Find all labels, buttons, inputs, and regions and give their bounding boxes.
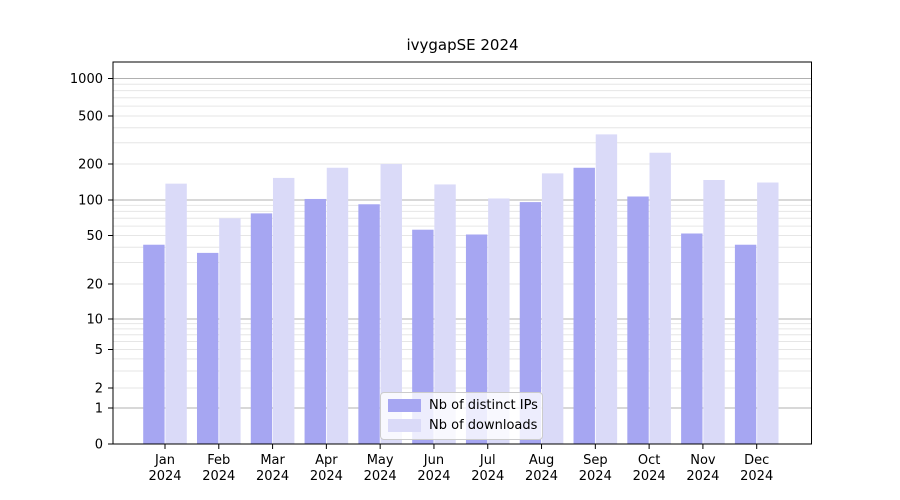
x-tick-label-year: 2024	[471, 469, 504, 484]
x-tick-label-year: 2024	[525, 469, 558, 484]
bar-downloads-jan	[165, 183, 187, 445]
chart-title: ivygapSE 2024	[406, 36, 519, 54]
axes-spines	[112, 61, 812, 445]
x-tick-label-year: 2024	[579, 469, 612, 484]
y-tick-label: 200	[78, 158, 103, 173]
legend-item-distinct-ips: Nb of distinct IPs	[388, 397, 538, 414]
x-tick-label-month: Jul	[479, 453, 496, 468]
x-tick-label-year: 2024	[148, 469, 181, 484]
bar-downloads-jul	[488, 198, 510, 444]
x-tick-label-month: Nov	[690, 453, 716, 468]
bar-downloads-may	[380, 164, 402, 444]
bar-distinct-ips-mar	[250, 213, 273, 444]
x-tick-label-month: Aug	[529, 453, 554, 468]
bar-distinct-ips-jun	[412, 229, 434, 444]
y-tick-label: 0	[95, 438, 103, 453]
bar-distinct-ips-aug	[519, 202, 542, 444]
legend-label-downloads: Nb of downloads	[429, 418, 538, 433]
y-tick-label: 5	[95, 343, 103, 358]
y-tick-label: 50	[86, 229, 103, 244]
x-tick-label-year: 2024	[310, 469, 343, 484]
bar-distinct-ips-nov	[681, 233, 703, 444]
bar-downloads-jun	[434, 184, 456, 445]
legend-swatch-downloads	[388, 419, 421, 432]
bar-distinct-ips-sep	[573, 167, 595, 444]
x-tick-label-month: Dec	[744, 453, 769, 468]
x-tick-label-year: 2024	[417, 469, 450, 484]
y-tick-label: 1	[95, 402, 103, 417]
legend-swatch-distinct-ips	[388, 399, 421, 412]
x-tick-label-year: 2024	[740, 469, 773, 484]
bar-downloads-feb	[219, 218, 241, 444]
bar-distinct-ips-apr	[304, 198, 326, 444]
bar-downloads-sep	[595, 134, 618, 444]
bar-distinct-ips-oct	[627, 196, 649, 444]
bar-distinct-ips-jul	[465, 234, 488, 444]
x-tick-label-month: May	[367, 453, 394, 468]
x-tick-label-month: Jun	[423, 453, 444, 468]
bar-downloads-oct	[649, 152, 671, 444]
legend-label-distinct-ips: Nb of distinct IPs	[429, 398, 538, 413]
bar-downloads-apr	[326, 167, 349, 444]
bar-downloads-nov	[703, 179, 725, 445]
y-tick-label: 2	[95, 382, 103, 397]
y-tick-label: 10	[86, 313, 103, 328]
x-tick-label-year: 2024	[202, 469, 235, 484]
x-tick-label-year: 2024	[256, 469, 289, 484]
bar-downloads-mar	[272, 177, 295, 445]
bar-distinct-ips-jan	[143, 244, 165, 444]
y-tick-label: 100	[78, 194, 103, 209]
bar-distinct-ips-may	[358, 204, 380, 444]
x-tick-label-month: Mar	[260, 453, 285, 468]
x-tick-label-month: Jan	[154, 453, 175, 468]
bar-downloads-aug	[541, 173, 564, 444]
y-tick-label: 500	[78, 110, 103, 125]
x-tick-label-month: Feb	[207, 453, 230, 468]
x-tick-label-month: Sep	[583, 453, 608, 468]
bar-distinct-ips-dec	[734, 244, 757, 444]
x-tick-label-month: Apr	[315, 453, 338, 468]
x-tick-label-year: 2024	[364, 469, 397, 484]
x-tick-label-year: 2024	[686, 469, 719, 484]
legend: Nb of distinct IPs Nb of downloads	[380, 392, 543, 440]
bar-downloads-dec	[757, 182, 779, 444]
x-tick-label-year: 2024	[633, 469, 666, 484]
y-tick-label: 1000	[70, 72, 103, 87]
bar-distinct-ips-feb	[196, 252, 219, 444]
y-tick-label: 20	[86, 278, 103, 293]
x-tick-label-month: Oct	[638, 453, 660, 468]
legend-item-downloads: Nb of downloads	[388, 417, 538, 434]
